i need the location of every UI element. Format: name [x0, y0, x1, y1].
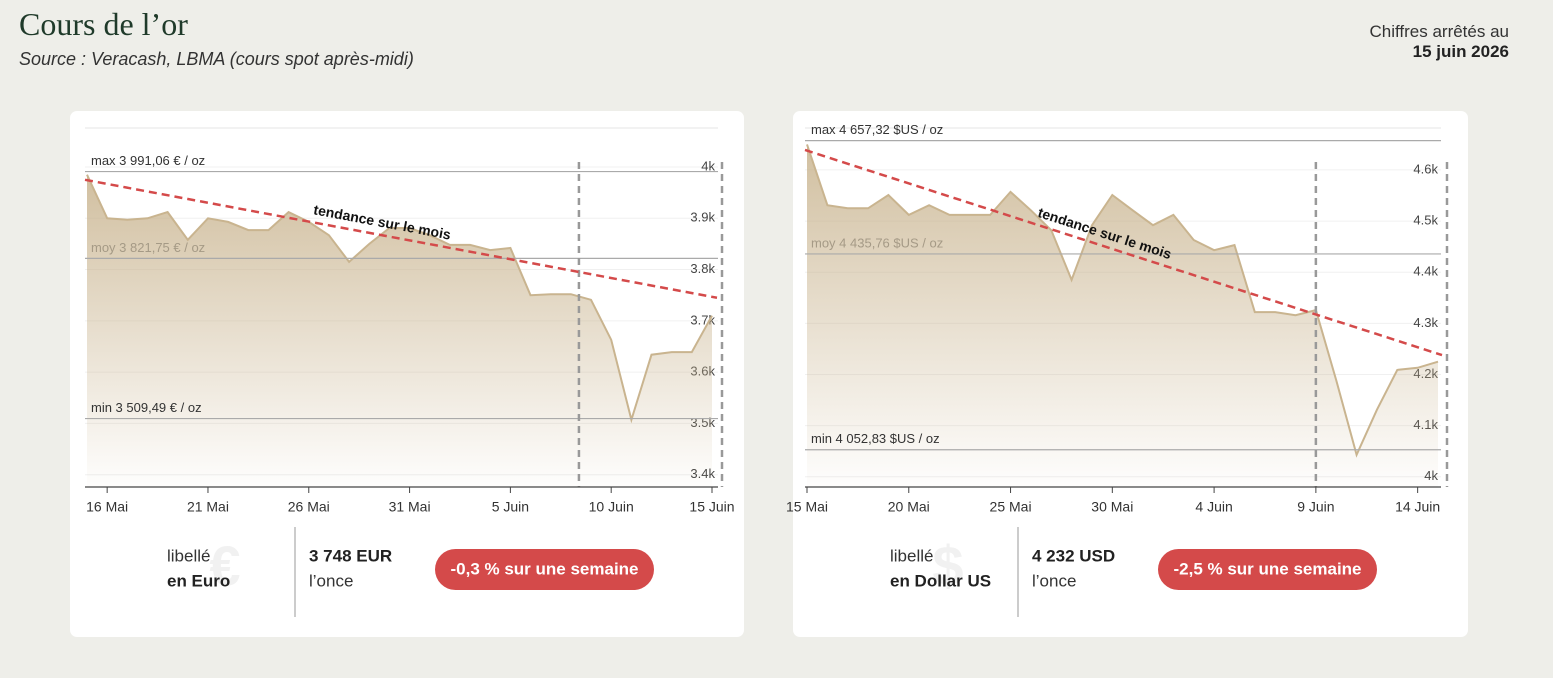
y-tick-label: 3.8k	[690, 261, 715, 276]
ref-label: moy 3 821,75 € / oz	[91, 240, 205, 255]
summary-label: libellé	[167, 546, 210, 565]
change-label: -2,5 % sur une semaine	[1173, 559, 1361, 578]
summary-label: libellé	[890, 546, 933, 565]
x-tick-label: 31 Mai	[389, 499, 431, 515]
x-tick-label: 26 Mai	[288, 499, 330, 515]
x-tick-label: 10 Juin	[589, 499, 634, 515]
ref-label: moy 4 435,76 $US / oz	[811, 235, 943, 250]
change-label: -0,3 % sur une semaine	[450, 559, 638, 578]
summary-unit: l’once	[309, 571, 353, 590]
x-tick-label: 5 Juin	[492, 499, 529, 515]
y-tick-label: 4.3k	[1413, 315, 1438, 330]
x-tick-label: 20 Mai	[888, 499, 930, 515]
y-tick-label: 4.6k	[1413, 161, 1438, 176]
ref-label: max 4 657,32 $US / oz	[811, 122, 943, 137]
summary-price: 3 748 EUR	[309, 546, 392, 565]
x-tick-label: 4 Juin	[1195, 499, 1232, 515]
area	[807, 144, 1438, 487]
x-tick-label: 15 Mai	[786, 499, 828, 515]
subtitle: Source : Veracash, LBMA (cours spot aprè…	[19, 49, 414, 69]
trend-line	[804, 148, 1443, 357]
y-tick-label: 4.4k	[1413, 264, 1438, 279]
date-box: Chiffres arrêtés au 15 juin 2026	[1369, 22, 1509, 62]
summary-currency: en Dollar US	[890, 571, 991, 590]
currency-symbol: €	[209, 534, 240, 597]
change-pill	[435, 549, 654, 590]
page-title: Cours de l’or	[19, 6, 188, 42]
area	[87, 174, 712, 487]
currency-symbol: $	[932, 534, 963, 597]
y-tick-label: 4k	[701, 158, 715, 173]
x-tick-label: 30 Mai	[1091, 499, 1133, 515]
line	[806, 144, 1439, 458]
x-tick-label: 14 Juin	[1395, 499, 1440, 515]
summary-unit: l’once	[1032, 571, 1076, 590]
change-pill	[1158, 549, 1377, 590]
x-tick-label: 15 Juin	[689, 499, 734, 515]
ref-label: min 3 509,49 € / oz	[91, 400, 202, 415]
y-tick-label: 3.9k	[690, 210, 715, 225]
trend-line	[84, 178, 718, 299]
x-tick-label: 21 Mai	[187, 499, 229, 515]
date-prefix: Chiffres arrêtés au	[1369, 22, 1509, 41]
summary-price: 4 232 USD	[1032, 546, 1115, 565]
ref-label: max 3 991,06 € / oz	[91, 153, 205, 168]
line	[86, 174, 713, 424]
y-tick-label: 4.5k	[1413, 213, 1438, 228]
summary-currency: en Euro	[167, 571, 230, 590]
date: 15 juin 2026	[1412, 42, 1509, 61]
ref-label: min 4 052,83 $US / oz	[811, 431, 940, 446]
x-tick-label: 25 Mai	[990, 499, 1032, 515]
x-tick-label: 9 Juin	[1297, 499, 1334, 515]
x-tick-label: 16 Mai	[86, 499, 128, 515]
